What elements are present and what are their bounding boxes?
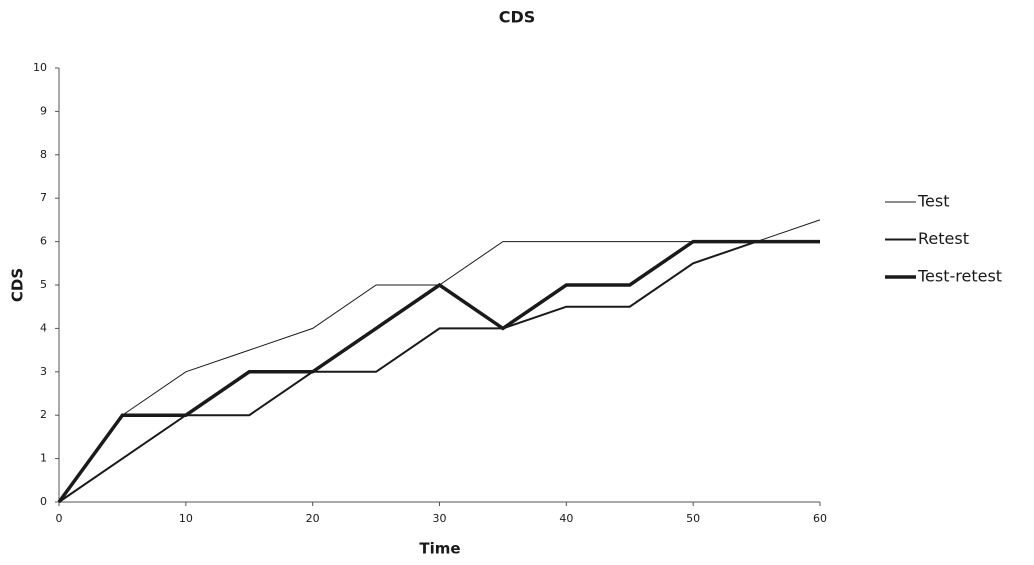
series-line bbox=[57, 239, 820, 504]
y-tick-label: 5 bbox=[40, 278, 47, 291]
y-tick-label: 8 bbox=[40, 148, 47, 161]
y-tick-label: 4 bbox=[40, 321, 47, 334]
x-tick-label: 0 bbox=[56, 512, 63, 525]
y-tick-label: 0 bbox=[40, 495, 47, 508]
y-tick-label: 9 bbox=[40, 104, 47, 117]
chart-title: CDS bbox=[499, 8, 536, 27]
y-tick-label: 6 bbox=[40, 235, 47, 248]
y-tick-label: 2 bbox=[40, 408, 47, 421]
x-tick-label: 10 bbox=[179, 512, 193, 525]
legend-label: Test-retest bbox=[917, 267, 1002, 286]
x-tick-label: 50 bbox=[686, 512, 700, 525]
x-tick-label: 30 bbox=[433, 512, 447, 525]
y-tick-label: 10 bbox=[33, 61, 47, 74]
series-line bbox=[58, 219, 821, 503]
legend-label: Test bbox=[917, 192, 950, 211]
x-tick-label: 60 bbox=[813, 512, 827, 525]
legend-label: Retest bbox=[918, 229, 969, 248]
x-tick-label: 40 bbox=[559, 512, 573, 525]
y-axis-label: CDS bbox=[9, 268, 27, 302]
series-line bbox=[58, 240, 820, 503]
x-axis-label: Time bbox=[419, 540, 460, 558]
y-tick-label: 7 bbox=[40, 191, 47, 204]
y-tick-label: 3 bbox=[40, 365, 47, 378]
x-tick-label: 20 bbox=[306, 512, 320, 525]
y-tick-label: 1 bbox=[40, 452, 47, 465]
